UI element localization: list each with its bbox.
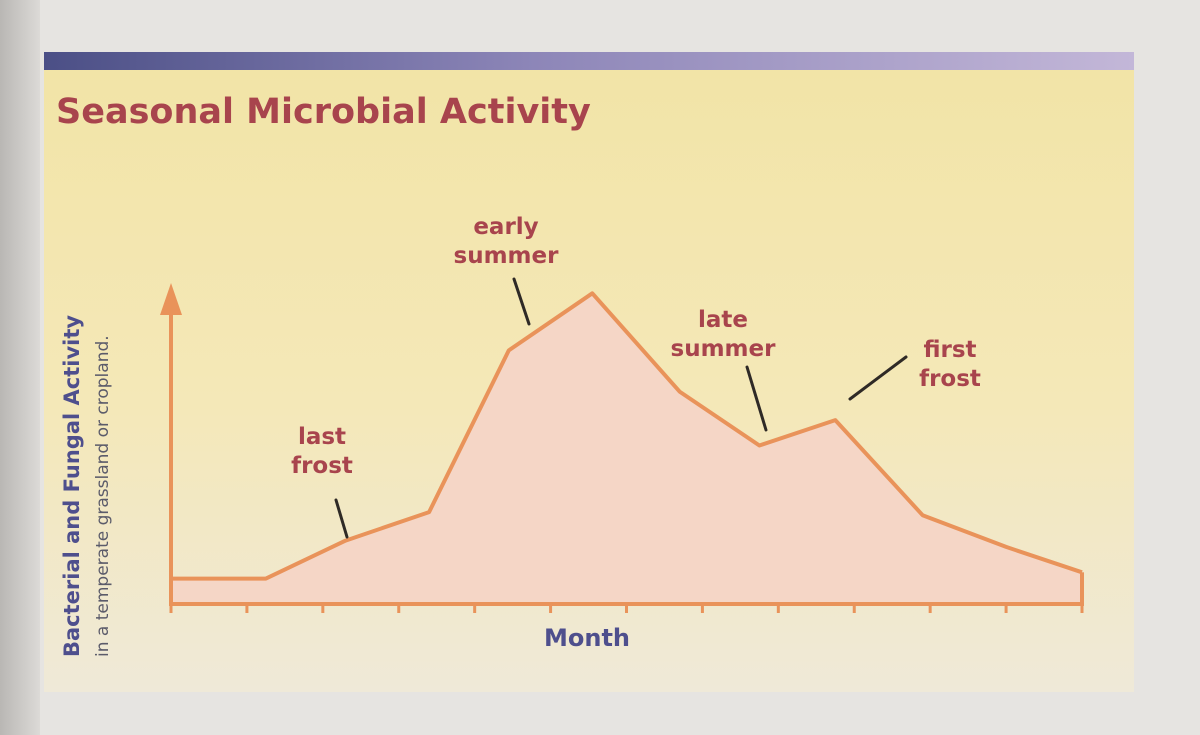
- annotation-label: early summer: [454, 214, 560, 269]
- y-axis-sublabel: in a temperate grassland or cropland.: [93, 335, 113, 657]
- chart-plot: last frost early summer late summer first frost: [160, 214, 1084, 613]
- annotation-leader: [848, 355, 908, 401]
- annotation-line: frost: [291, 453, 353, 479]
- annotation-leader: [334, 498, 349, 539]
- annotation-line: frost: [919, 366, 981, 392]
- y-axis-title: Bacterial and Fungal Activity in a tempe…: [57, 202, 113, 662]
- activity-line: [171, 291, 1083, 581]
- annotation-line: summer: [671, 336, 777, 362]
- header-stripe: [44, 52, 1134, 70]
- annotation-leader: [512, 277, 531, 326]
- page-gutter: [0, 0, 40, 735]
- annotation-line: summer: [454, 243, 560, 269]
- annotation-leader: [745, 365, 768, 432]
- chart-panel: Seasonal Microbial Activity Bacterial an…: [44, 52, 1134, 692]
- y-axis-arrow: [160, 283, 182, 315]
- activity-area: [171, 293, 1082, 604]
- annotation-line: late: [698, 307, 748, 333]
- x-axis-label: Month: [544, 624, 631, 652]
- annotation-line: early: [473, 214, 538, 240]
- y-axis-label: Bacterial and Fungal Activity: [60, 315, 84, 657]
- annotation-label: first frost: [919, 337, 981, 392]
- annotation-line: last: [298, 424, 346, 450]
- annotation-line: first: [923, 337, 976, 363]
- annotation-label: late summer: [671, 307, 777, 362]
- chart-title: Seasonal Microbial Activity: [56, 92, 591, 132]
- annotation-label: last frost: [291, 424, 353, 479]
